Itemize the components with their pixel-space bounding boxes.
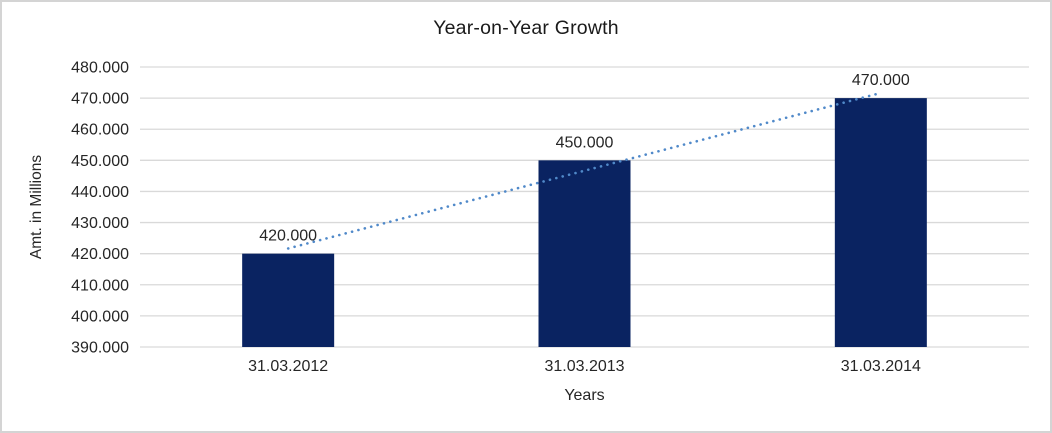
bar (834, 98, 927, 347)
chart-title: Year-on-Year Growth (433, 17, 619, 39)
x-tick-label: 31.03.2013 (544, 358, 624, 375)
y-tick-label: 440.000 (71, 184, 129, 201)
bar-value-label: 470.000 (852, 72, 910, 89)
bar (242, 253, 335, 347)
y-tick-label: 420.000 (71, 246, 129, 263)
y-tick-label: 450.000 (71, 153, 129, 170)
x-tick-label: 31.03.2014 (841, 358, 921, 375)
y-tick-label: 410.000 (71, 277, 129, 294)
x-axis-title: Years (564, 387, 605, 404)
y-tick-label: 480.000 (71, 60, 129, 77)
y-tick-label: 460.000 (71, 122, 129, 139)
bar-value-label: 450.000 (556, 134, 614, 151)
y-tick-label: 400.000 (71, 308, 129, 325)
bar (538, 160, 631, 347)
y-tick-label: 430.000 (71, 215, 129, 232)
y-tick-label: 390.000 (71, 340, 129, 357)
bar-value-label: 420.000 (259, 228, 317, 245)
y-tick-label: 470.000 (71, 91, 129, 108)
x-tick-label: 31.03.2012 (248, 358, 328, 375)
